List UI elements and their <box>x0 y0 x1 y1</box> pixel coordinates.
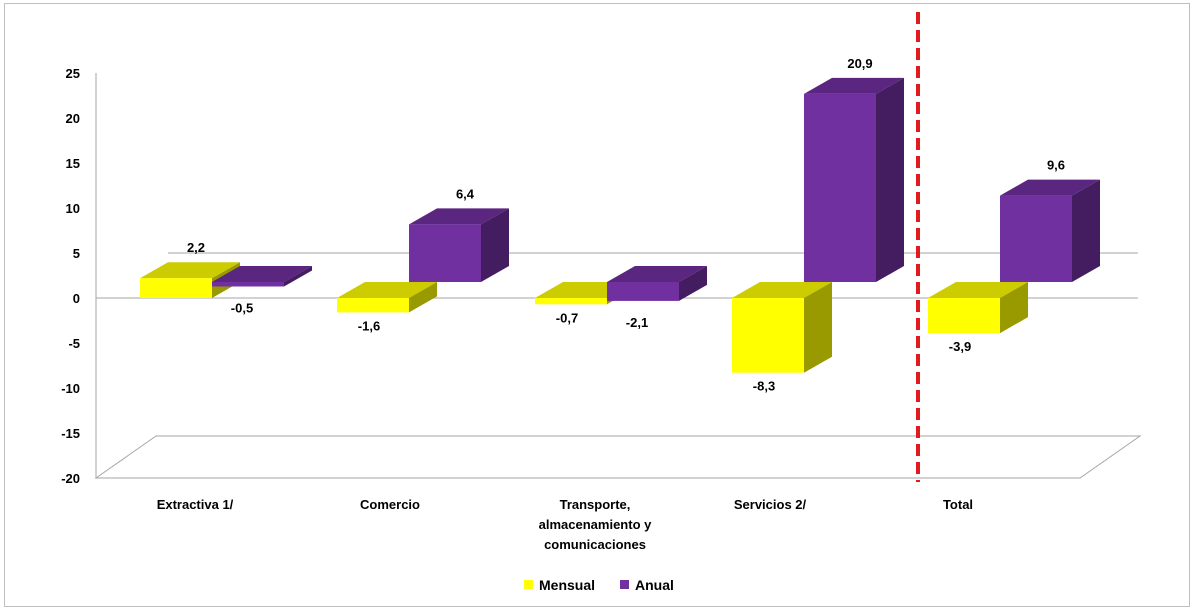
data-label-mensual-4: -3,9 <box>949 339 971 354</box>
bar-side-face <box>409 282 437 313</box>
bar-anual-1 <box>409 208 509 282</box>
data-label-anual-1: 6,4 <box>456 186 475 201</box>
data-label-anual-4: 9,6 <box>1047 158 1065 173</box>
bar-top-face <box>140 262 240 279</box>
bar-front-face <box>212 282 284 287</box>
legend-swatch-anual <box>620 580 629 589</box>
bar-top-face <box>607 266 707 282</box>
bar-side-face <box>1000 282 1028 334</box>
bar-top-face <box>1000 179 1100 196</box>
category-label-1: Comercio <box>360 497 420 512</box>
bar-front-face <box>140 278 212 298</box>
bar-mensual-1 <box>337 282 437 313</box>
category-label-2: Transporte, <box>560 497 631 512</box>
legend: Mensual Anual <box>524 577 674 593</box>
y-tick-label: 5 <box>73 246 80 261</box>
category-label-2: comunicaciones <box>544 537 646 552</box>
bars <box>140 77 1100 373</box>
bar-anual-4 <box>1000 179 1100 282</box>
bar-mensual-4 <box>928 282 1028 334</box>
data-labels: 2,2 -1,6 -0,7 -8,3 -3,9 -0,5 6,4 -2,1 20,9 9,6 <box>187 56 1065 394</box>
y-tick-label: 0 <box>73 291 80 306</box>
bar-front-face <box>337 298 409 313</box>
category-label-4: Total <box>943 497 973 512</box>
bar-top-face <box>732 282 832 298</box>
y-tick-label: -5 <box>68 336 80 351</box>
y-tick-label: 20 <box>66 111 80 126</box>
bar-anual-3 <box>804 77 904 283</box>
bar-front-face <box>1000 195 1072 282</box>
y-tick-label: 10 <box>66 201 80 216</box>
bar-side-face <box>679 266 707 301</box>
data-label-mensual-0: 2,2 <box>187 240 205 255</box>
y-tick-label: -10 <box>61 381 80 396</box>
category-label-3: Servicios 2/ <box>734 497 807 512</box>
bar-top-face <box>409 208 509 225</box>
y-tick-label: 25 <box>66 66 80 81</box>
bar-top-face <box>928 282 1028 298</box>
data-label-mensual-3: -8,3 <box>753 379 775 394</box>
bar-side-face <box>804 282 832 373</box>
data-label-mensual-1: -1,6 <box>358 318 380 333</box>
bar-front-face <box>732 298 804 373</box>
bar-side-face <box>876 77 904 283</box>
bar-top-face <box>212 266 312 282</box>
category-label-2: almacenamiento y <box>539 517 652 532</box>
chart-frame <box>4 3 1190 607</box>
bar-anual-2 <box>607 266 707 301</box>
legend-label-anual: Anual <box>635 577 674 593</box>
bar-anual-0 <box>212 266 312 287</box>
bar-top-face <box>337 282 437 298</box>
category-label-0: Extractiva 1/ <box>157 497 234 512</box>
bar-front-face <box>535 298 607 305</box>
bar-front-face <box>928 298 1000 334</box>
data-label-mensual-2: -0,7 <box>556 310 578 325</box>
y-tick-label: -20 <box>61 471 80 486</box>
data-label-anual-0: -0,5 <box>231 301 253 316</box>
bar-front-face <box>804 93 876 283</box>
data-label-anual-2: -2,1 <box>626 315 648 330</box>
y-tick-label: -15 <box>61 426 80 441</box>
bar-front-face <box>409 224 481 282</box>
legend-label-mensual: Mensual <box>539 577 595 593</box>
bar-side-face <box>481 208 509 282</box>
bar-side-face <box>284 266 312 287</box>
floor-plane <box>94 435 1142 479</box>
data-label-anual-3: 20,9 <box>847 56 872 71</box>
category-labels: Extractiva 1/Comercio Transporte, almacena… <box>157 497 973 552</box>
y-axis: 25 20 15 10 5 0 -5 -10 -15 -20 <box>61 66 97 486</box>
bar-side-face <box>1072 179 1100 282</box>
bar-front-face <box>607 282 679 301</box>
y-tick-label: 15 <box>66 156 80 171</box>
legend-swatch-mensual <box>524 580 533 589</box>
bar-mensual-3 <box>732 282 832 373</box>
bar-top-face <box>804 77 904 94</box>
